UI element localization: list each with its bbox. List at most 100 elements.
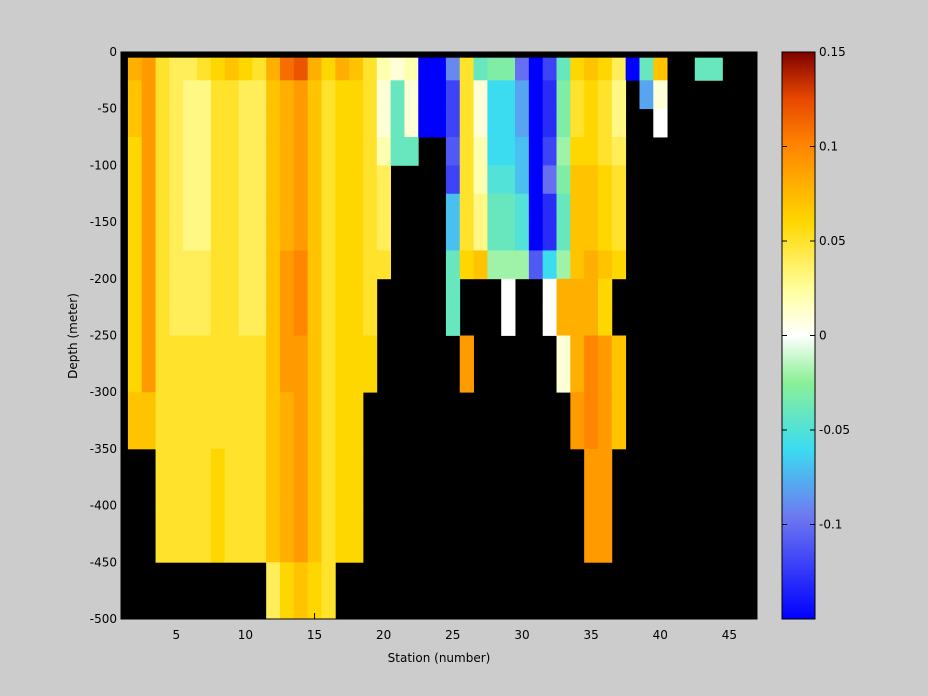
heatmap-cell xyxy=(362,80,378,110)
heatmap-cell xyxy=(252,335,267,393)
heatmap-cell xyxy=(376,165,392,195)
heatmap-cell xyxy=(210,108,226,138)
heatmap-cell xyxy=(169,307,184,336)
heatmap-cell xyxy=(252,392,267,450)
heatmap-cell xyxy=(307,278,322,308)
heatmap-cell xyxy=(376,250,392,280)
heatmap-cell xyxy=(252,193,267,223)
heatmap-cell xyxy=(293,278,309,308)
x-tick-label: 5 xyxy=(172,628,180,642)
heatmap-cell xyxy=(459,193,474,223)
heatmap-cell xyxy=(169,448,184,506)
heatmap-cell xyxy=(321,193,336,223)
heatmap-cell xyxy=(335,448,350,506)
heatmap-cell xyxy=(183,57,198,81)
heatmap-cell xyxy=(155,193,170,223)
heatmap-cell xyxy=(584,335,599,393)
heatmap-cell xyxy=(183,392,198,450)
x-tick-label: 25 xyxy=(445,628,460,642)
heatmap-cell xyxy=(169,222,184,251)
heatmap-cell xyxy=(252,108,267,138)
heatmap-cell xyxy=(141,278,156,308)
heatmap-cell xyxy=(404,80,419,110)
heatmap-cell xyxy=(321,165,336,195)
heatmap-cell xyxy=(238,505,253,563)
heatmap-cell xyxy=(321,57,336,81)
heatmap-cell xyxy=(432,57,447,81)
y-axis-label: Depth (meter) xyxy=(66,293,80,379)
heatmap-cell xyxy=(266,505,281,563)
heatmap-cell xyxy=(515,193,530,223)
heatmap-cell xyxy=(307,335,322,393)
y-tick-label: -150 xyxy=(90,215,117,229)
heatmap-cell xyxy=(376,108,392,138)
heatmap-cell xyxy=(459,335,474,393)
heatmap-cell xyxy=(141,392,156,450)
heatmap-cell xyxy=(197,448,212,506)
heatmap-cell xyxy=(141,222,156,251)
heatmap-cell xyxy=(266,222,281,251)
heatmap-cell xyxy=(321,80,336,110)
heatmap-cell xyxy=(501,137,516,166)
heatmap-cell xyxy=(611,335,627,393)
heatmap-cell xyxy=(210,165,226,195)
heatmap-cell xyxy=(487,137,502,166)
heatmap-cell xyxy=(376,57,392,81)
heatmap-cell xyxy=(445,250,461,280)
heatmap-cell xyxy=(252,80,267,110)
heatmap-cell xyxy=(155,278,170,308)
heatmap-cell xyxy=(570,307,585,336)
heatmap-cell xyxy=(238,80,253,110)
heatmap-cell xyxy=(224,307,239,336)
heatmap-cell xyxy=(418,108,433,138)
heatmap-cell xyxy=(307,108,322,138)
heatmap-cell xyxy=(515,80,530,110)
heatmap-cell xyxy=(501,250,516,280)
heatmap-cell xyxy=(183,307,198,336)
heatmap-cell xyxy=(349,448,364,506)
heatmap-cell xyxy=(307,392,322,450)
heatmap-cell xyxy=(238,222,253,251)
heatmap-cell xyxy=(252,57,267,81)
heatmap-cell xyxy=(280,392,295,450)
heatmap-cell xyxy=(542,108,557,138)
heatmap-cell xyxy=(280,57,295,81)
heatmap-cell xyxy=(183,193,198,223)
heatmap-cell xyxy=(210,278,226,308)
heatmap-cell xyxy=(321,250,336,280)
heatmap-cell xyxy=(155,448,170,506)
heatmap-cell xyxy=(293,57,309,81)
heatmap-cell xyxy=(155,505,170,563)
heatmap-cell xyxy=(515,250,530,280)
heatmap-cell xyxy=(224,335,239,393)
y-tick-label: -100 xyxy=(90,158,117,172)
heatmap-cell xyxy=(556,335,571,393)
heatmap-cell xyxy=(252,250,267,280)
heatmap-cell xyxy=(224,448,239,506)
heatmap-cell xyxy=(224,250,239,280)
heatmap-cell xyxy=(266,108,281,138)
heatmap-cell xyxy=(210,448,226,506)
heatmap-cell xyxy=(127,137,143,166)
heatmap-cell xyxy=(307,505,322,563)
heatmap-cell xyxy=(487,193,502,223)
heatmap-cell xyxy=(445,307,461,336)
heatmap-cell xyxy=(639,80,654,110)
y-tick-label: -300 xyxy=(90,385,117,399)
heatmap-cell xyxy=(598,392,613,450)
heatmap-cell xyxy=(266,392,281,450)
heatmap-cell xyxy=(197,392,212,450)
y-tick-label: -350 xyxy=(90,442,117,456)
heatmap-cell xyxy=(349,278,364,308)
heatmap-cell xyxy=(293,448,309,506)
heatmap-cell xyxy=(307,165,322,195)
heatmap-cell xyxy=(321,562,336,620)
heatmap-cell xyxy=(155,165,170,195)
heatmap-cell xyxy=(169,165,184,195)
heatmap-cell xyxy=(349,193,364,223)
heatmap-cell xyxy=(127,165,143,195)
heatmap-cell xyxy=(307,193,322,223)
heatmap-cell xyxy=(362,108,378,138)
heatmap-cell xyxy=(183,165,198,195)
heatmap-cell xyxy=(169,193,184,223)
